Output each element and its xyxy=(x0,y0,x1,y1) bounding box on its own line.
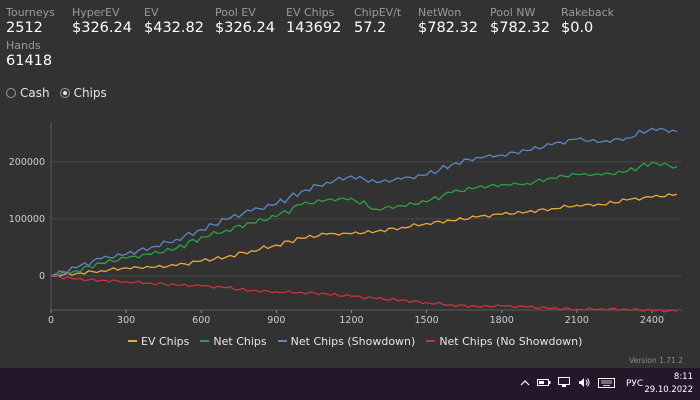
stat-label: HyperEV xyxy=(72,6,120,19)
series-line-3 xyxy=(50,274,678,313)
network-icon[interactable] xyxy=(558,377,571,391)
stat-value: $0.0 xyxy=(561,20,594,36)
stat-rakeback: Rakeback $0.0 xyxy=(561,6,614,37)
stat-value: $326.24 xyxy=(215,20,275,36)
stat-label: EV xyxy=(144,6,159,19)
version-label: Version 1.71.2 xyxy=(629,356,683,365)
stat-label: EV Chips xyxy=(286,6,335,19)
y-tick-label: 0 xyxy=(39,271,45,282)
battery-icon[interactable] xyxy=(537,378,551,390)
chart-mode-selector: Cash Chips xyxy=(6,85,117,101)
stat-value: 57.2 xyxy=(354,20,387,36)
windows-taskbar: РУС 8:11 29.10.2022 xyxy=(0,368,700,400)
stat-chipev-per-t: ChipEV/t 57.2 xyxy=(354,6,401,37)
stat-netwon: NetWon $782.32 xyxy=(418,6,478,37)
x-tick-label: 1200 xyxy=(339,315,363,326)
mode-option-cash[interactable]: Cash xyxy=(6,86,50,100)
x-tick-label: 1500 xyxy=(415,315,439,326)
legend-label: EV Chips xyxy=(141,334,190,348)
clock-date: 29.10.2022 xyxy=(644,385,693,395)
y-tick-label: 200000 xyxy=(9,157,45,168)
stat-value: $326.24 xyxy=(72,20,132,36)
stats-panel: Tourneys 2512 HyperEV $326.24 EV $432.82… xyxy=(0,0,700,84)
mode-option-label: Cash xyxy=(20,86,50,100)
mode-option-chips[interactable]: Chips xyxy=(59,86,107,100)
series-line-0 xyxy=(50,193,678,278)
stat-label: ChipEV/t xyxy=(354,6,402,19)
stat-value: $782.32 xyxy=(490,20,550,36)
stat-hands: Hands 61418 xyxy=(6,39,52,70)
x-tick-label: 2100 xyxy=(565,315,589,326)
clock-time: 8:11 xyxy=(673,372,693,382)
chart-legend: EV Chips Net Chips Net Chips (Showdown) … xyxy=(128,333,593,349)
legend-item-net-chips-no-showdown[interactable]: Net Chips (No Showdown) xyxy=(426,335,582,348)
system-tray: РУС xyxy=(520,368,653,400)
chips-graph: 0 100000 200000 0 300 600 900 1200 1500 1800 2100 2… xyxy=(9,122,682,326)
stat-label: NetWon xyxy=(418,6,462,19)
stat-pool-ev: Pool EV $326.24 xyxy=(215,6,275,37)
legend-swatch xyxy=(277,340,287,342)
input-language-indicator[interactable]: РУС xyxy=(626,379,644,389)
x-tick-label: 1800 xyxy=(490,315,514,326)
series-line-2 xyxy=(50,127,678,277)
legend-item-net-chips-showdown[interactable]: Net Chips (Showdown) xyxy=(277,334,416,348)
x-tick-label: 0 xyxy=(48,315,54,326)
stat-label: Rakeback xyxy=(561,6,615,19)
stat-pool-nw: Pool NW $782.32 xyxy=(490,6,550,37)
mode-option-label: Chips xyxy=(73,86,107,100)
stat-hyperev: HyperEV $326.24 xyxy=(72,6,132,37)
stat-value: 143692 xyxy=(286,20,342,36)
cash-radio[interactable] xyxy=(6,88,16,98)
x-tick-label: 900 xyxy=(267,315,285,326)
legend-label: Net Chips (Showdown) xyxy=(290,334,416,348)
volume-icon[interactable] xyxy=(578,377,591,391)
y-tick-label: 100000 xyxy=(9,214,45,225)
stat-ev: EV $432.82 xyxy=(144,6,204,37)
stat-value: $432.82 xyxy=(144,20,204,36)
stat-label: Tourneys xyxy=(6,6,55,19)
stat-label: Pool EV xyxy=(215,6,256,19)
legend-label: Net Chips xyxy=(213,334,267,348)
stat-value: 61418 xyxy=(6,53,53,69)
x-tick-label: 300 xyxy=(117,315,135,326)
x-tick-label: 600 xyxy=(192,315,210,326)
x-tick-label: 2400 xyxy=(640,315,664,326)
stat-label: Hands xyxy=(6,39,41,52)
legend-swatch xyxy=(426,340,436,342)
stat-value: $782.32 xyxy=(418,20,478,36)
legend-label: Net Chips (No Showdown) xyxy=(439,334,583,348)
stat-value: 2512 xyxy=(6,20,43,36)
legend-item-net-chips[interactable]: Net Chips xyxy=(200,334,267,348)
chevron-up-icon[interactable] xyxy=(520,379,530,390)
keyboard-icon[interactable] xyxy=(598,377,615,391)
taskbar-clock[interactable]: 8:11 29.10.2022 xyxy=(644,371,693,397)
series-line-1 xyxy=(50,161,678,277)
stat-tourneys: Tourneys 2512 xyxy=(6,6,55,37)
legend-swatch xyxy=(200,340,210,342)
legend-item-ev-chips[interactable]: EV Chips xyxy=(128,335,189,348)
chips-radio[interactable] xyxy=(59,88,70,98)
stat-ev-chips: EV Chips 143692 xyxy=(286,6,341,37)
stat-label: Pool NW xyxy=(490,6,536,19)
legend-swatch xyxy=(128,340,137,342)
